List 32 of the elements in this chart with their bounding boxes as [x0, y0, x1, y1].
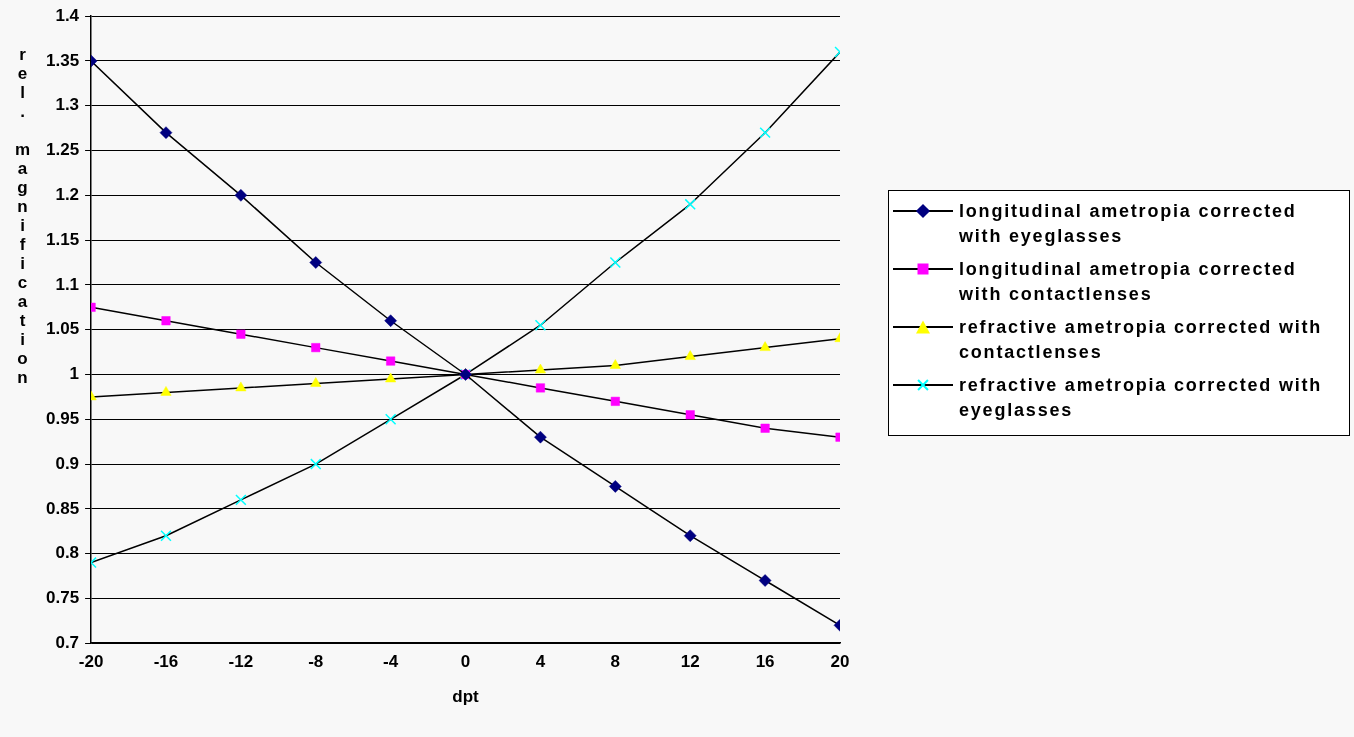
y-tick-label: 1.2 — [55, 185, 80, 205]
y-tick-label: 0.9 — [55, 453, 80, 473]
x-tick-label: -20 — [78, 652, 104, 672]
y-tick-label: 1.05 — [45, 319, 80, 339]
y-tick-label: 1.4 — [55, 5, 80, 25]
y-tick-label: 1.35 — [45, 50, 80, 70]
y-tick-label: 1.25 — [45, 140, 80, 160]
y-tick-label: 0.95 — [45, 408, 80, 428]
y-axis-title: rel. magnification — [12, 45, 32, 387]
y-tick-label: 1 — [69, 364, 80, 384]
x-tick-label: 20 — [830, 652, 850, 672]
y-tick-label: 1.3 — [55, 95, 80, 115]
x-tick-label: -16 — [153, 652, 179, 672]
x-tick-label: 8 — [610, 652, 621, 672]
legend-label: longitudinal ametropia corrected with eyeglasses — [959, 200, 1298, 248]
x-axis-title: dpt — [452, 687, 480, 707]
x-tick-label: 16 — [755, 652, 775, 672]
x-tick-label: 0 — [460, 652, 471, 672]
legend-label: longitudinal ametropia corrected with contactlenses — [959, 258, 1298, 306]
y-tick-label: 0.75 — [45, 588, 80, 608]
y-tick-label: 0.7 — [55, 632, 80, 652]
legend-label: refractive ametropia corrected with contactlenses — [959, 316, 1324, 364]
y-tick-label: 0.8 — [55, 543, 80, 563]
legend-label: refractive ametropia corrected with eyeglasses — [959, 374, 1324, 422]
x-tick-label: 4 — [535, 652, 546, 672]
x-tick-label: -4 — [383, 652, 399, 672]
y-tick-label: 1.1 — [55, 274, 80, 294]
y-tick-label: 0.85 — [45, 498, 80, 518]
x-tick-label: -12 — [228, 652, 254, 672]
x-tick-label: -8 — [308, 652, 324, 672]
y-tick-label: 1.15 — [45, 229, 80, 249]
x-tick-label: 12 — [680, 652, 700, 672]
